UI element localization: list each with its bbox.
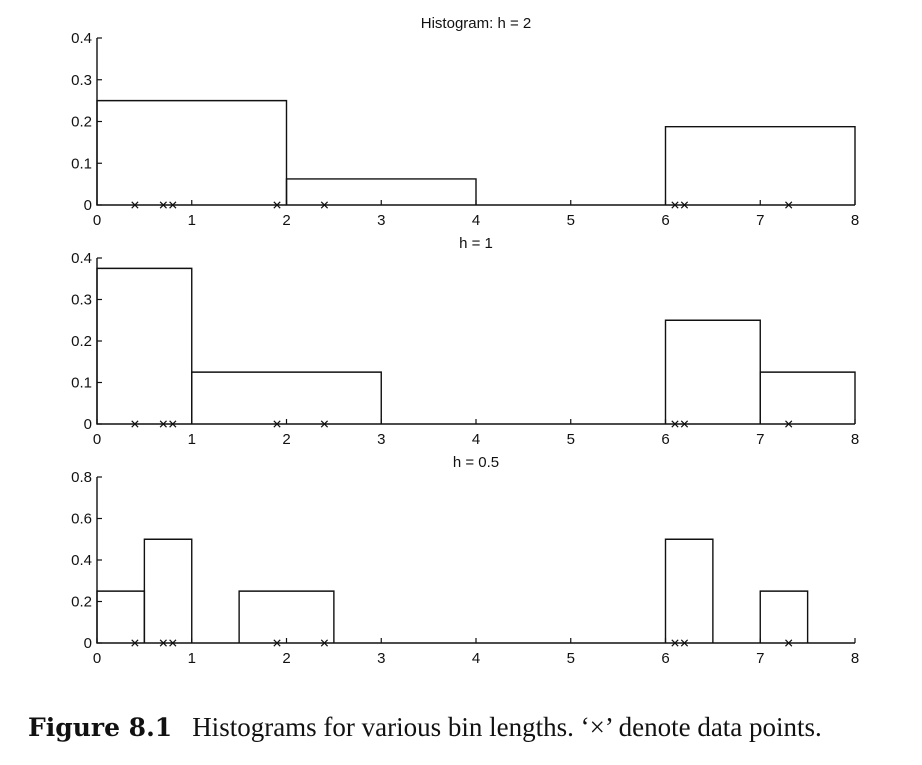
x-tick-label: 2 — [282, 431, 290, 448]
x-tick-label: 2 — [282, 212, 290, 229]
data-point-marker — [131, 639, 139, 647]
histogram-bar — [285, 178, 477, 205]
x-tick-label: 4 — [472, 650, 480, 667]
panel-title: h = 0.5 — [453, 454, 499, 471]
data-point-marker — [785, 420, 793, 428]
histogram-bar — [664, 319, 761, 424]
data-point-marker — [785, 639, 793, 647]
histogram-bar — [96, 99, 288, 205]
histogram-figure: Histogram: h = 2 0 1 2 3 4 5 6 7 8 0 0.1 0.2 0.3 0.4 h … — [71, 15, 859, 667]
x-tick-label: 7 — [756, 431, 764, 448]
panel-title: h = 1 — [459, 235, 493, 252]
y-tick-label: 0.1 — [71, 155, 92, 172]
y-tick-label: 0 — [84, 416, 92, 433]
x-tick-label: 0 — [93, 431, 101, 448]
x-tick-label: 5 — [567, 212, 575, 229]
data-point-marker — [273, 639, 281, 647]
y-tick-label: 0.3 — [71, 72, 92, 89]
axes — [96, 477, 855, 644]
data-point-marker — [273, 420, 281, 428]
data-point-marker — [680, 639, 689, 647]
x-tick-label: 3 — [377, 431, 385, 448]
y-tick-label: 0.4 — [71, 250, 92, 267]
data-point-marker — [169, 639, 177, 647]
data-point-marker — [671, 201, 679, 209]
histogram-bar — [664, 538, 714, 643]
data-point-marker — [169, 201, 177, 209]
x-tick-label: 3 — [377, 650, 385, 667]
x-tick-label: 1 — [188, 650, 196, 667]
y-tick-label: 0.4 — [71, 552, 92, 569]
data-point-marker — [273, 201, 281, 209]
x-tick-label: 0 — [93, 650, 101, 667]
x-tick-label: 4 — [472, 212, 480, 229]
data-point-marker — [320, 201, 329, 209]
x-tick-label: 8 — [851, 431, 859, 448]
data-point-marker — [159, 420, 167, 428]
histogram-bar — [96, 590, 146, 643]
x-tick-label: 5 — [567, 431, 575, 448]
figure-caption: Figure 8.1 Histograms for various bin len… — [28, 712, 908, 743]
data-point-marker — [680, 420, 689, 428]
data-point-marker — [320, 420, 329, 428]
data-point-marker — [671, 639, 679, 647]
data-point-marker — [680, 201, 689, 209]
x-tick-label: 7 — [756, 212, 764, 229]
y-tick-label: 0.8 — [71, 469, 92, 486]
y-tick-label: 0 — [84, 635, 92, 652]
x-tick-label: 6 — [661, 431, 669, 448]
histogram-bar — [238, 590, 335, 643]
y-tick-label: 0.6 — [71, 511, 92, 528]
data-point-marker — [159, 639, 167, 647]
y-tick-label: 0.2 — [71, 333, 92, 350]
histogram-bar — [96, 267, 193, 424]
caption-label: Figure 8.1 — [28, 713, 173, 742]
x-tick-label: 3 — [377, 212, 385, 229]
y-tick-label: 0.1 — [71, 375, 92, 392]
y-tick-label: 0 — [84, 197, 92, 214]
axes — [96, 258, 855, 425]
y-tick-label: 0.4 — [71, 30, 92, 47]
y-tick-label: 0.2 — [71, 594, 92, 611]
panel-title: Histogram: h = 2 — [421, 15, 531, 32]
data-point-marker — [131, 420, 139, 428]
y-tick-label: 0.2 — [71, 114, 92, 131]
y-tick-label: 0.3 — [71, 292, 92, 309]
caption-text: Histograms for various bin lengths. ‘×’ … — [192, 712, 822, 742]
data-point-marker — [131, 201, 139, 209]
data-point-marker — [159, 201, 167, 209]
x-tick-label: 2 — [282, 650, 290, 667]
histogram-bar — [143, 538, 193, 643]
x-tick-label: 1 — [188, 431, 196, 448]
x-tick-label: 7 — [756, 650, 764, 667]
x-tick-label: 1 — [188, 212, 196, 229]
histogram-bar — [664, 126, 856, 205]
x-tick-label: 8 — [851, 212, 859, 229]
data-point-marker — [169, 420, 177, 428]
x-tick-label: 5 — [567, 650, 575, 667]
data-point-marker — [320, 639, 329, 647]
data-point-marker — [785, 201, 793, 209]
x-tick-label: 6 — [661, 650, 669, 667]
data-point-marker — [671, 420, 679, 428]
histogram-bar — [759, 371, 856, 424]
histogram-bar — [191, 371, 382, 424]
x-tick-label: 0 — [93, 212, 101, 229]
x-tick-label: 4 — [472, 431, 480, 448]
x-tick-label: 8 — [851, 650, 859, 667]
histogram-bar — [759, 590, 809, 643]
x-tick-label: 6 — [661, 212, 669, 229]
